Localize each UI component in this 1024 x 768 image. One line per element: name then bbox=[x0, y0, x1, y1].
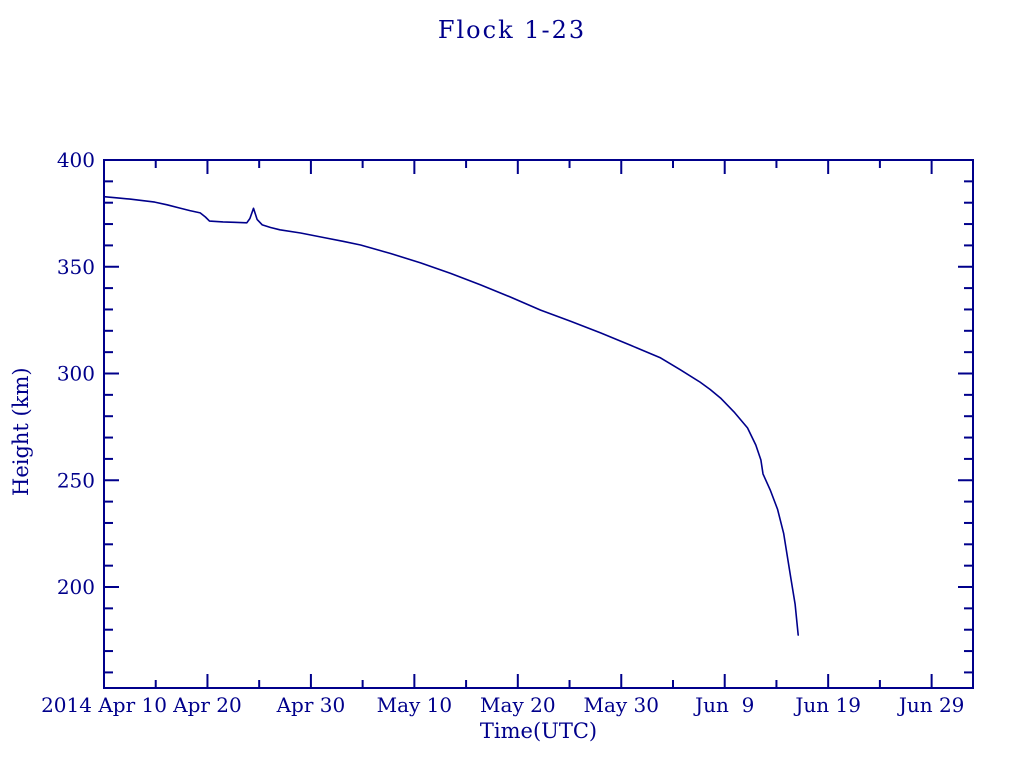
x-tick-label: Jun 9 bbox=[693, 693, 754, 717]
y-tick-label: 250 bbox=[57, 468, 95, 492]
y-tick-label: 300 bbox=[57, 362, 95, 386]
x-tick-label: May 10 bbox=[377, 693, 453, 717]
x-tick-label: Jun 29 bbox=[897, 693, 965, 717]
x-tick-label: May 30 bbox=[584, 693, 660, 717]
x-tick-label: 2014 Apr 10 bbox=[41, 693, 167, 717]
x-tick-label: Apr 30 bbox=[276, 693, 346, 717]
y-tick-label: 400 bbox=[57, 148, 95, 172]
y-tick-label: 350 bbox=[57, 255, 95, 279]
x-tick-label: Jun 19 bbox=[793, 693, 861, 717]
decay-curve bbox=[103, 195, 800, 636]
y-tick-label: 200 bbox=[57, 575, 95, 599]
x-axis-title: Time(UTC) bbox=[479, 719, 598, 743]
chart-title: Flock 1-23 bbox=[437, 16, 587, 44]
y-axis-title: Height (km) bbox=[9, 367, 33, 497]
x-tick-label: Apr 20 bbox=[172, 693, 242, 717]
x-tick-label: May 20 bbox=[480, 693, 556, 717]
plot-frame bbox=[103, 159, 974, 689]
